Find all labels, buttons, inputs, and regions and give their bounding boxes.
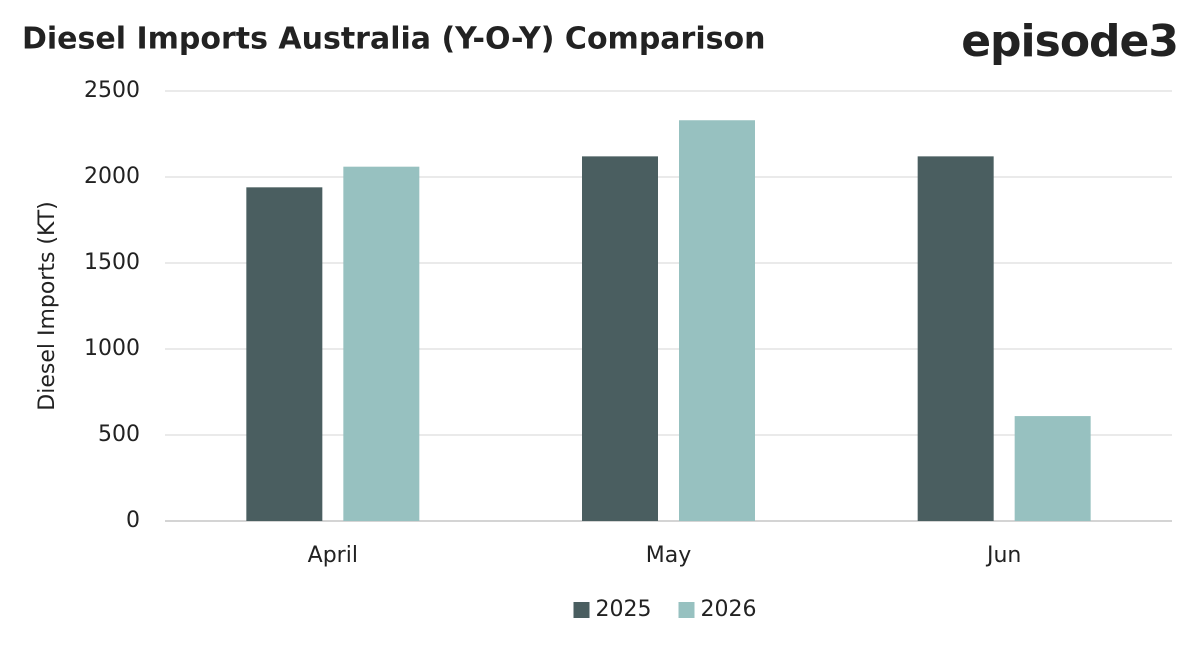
y-tick-label: 1500: [84, 250, 140, 275]
bar: [246, 187, 323, 521]
y-tick-label: 2500: [84, 78, 140, 103]
y-axis-label: Diesel Imports (KT): [35, 201, 60, 410]
chart-title: Diesel Imports Australia (Y-O-Y) Compari…: [22, 22, 765, 57]
legend-label: 2026: [701, 597, 757, 622]
x-tick-label: Jun: [985, 543, 1021, 568]
x-tick-label: April: [308, 543, 358, 568]
bar: [343, 166, 420, 521]
x-tick-label: May: [646, 543, 691, 568]
logo: episode3: [961, 16, 1178, 67]
y-tick-label: 500: [98, 422, 140, 447]
bar: [582, 156, 658, 522]
y-tick-label: 0: [126, 508, 140, 533]
bar: [917, 156, 994, 522]
y-tick-label: 1000: [84, 336, 140, 361]
legend-swatch: [678, 602, 695, 618]
y-tick-label: 2000: [84, 164, 140, 189]
bar: [1014, 416, 1091, 521]
bar: [679, 120, 755, 522]
legend-swatch: [573, 602, 590, 618]
legend-label: 2025: [596, 597, 652, 622]
